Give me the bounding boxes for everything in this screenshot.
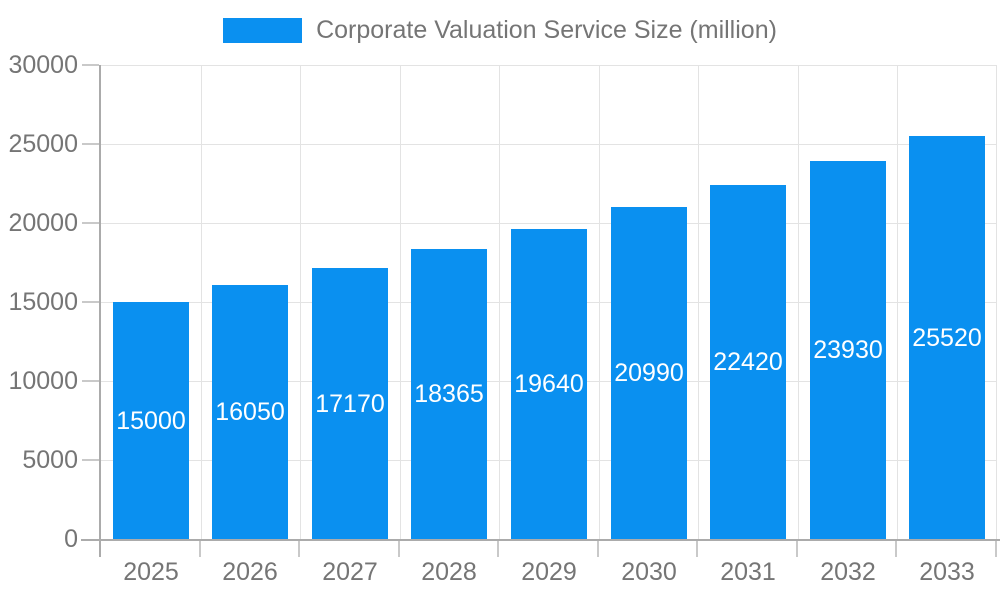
v-gridline [201, 65, 202, 539]
bar-2030[interactable]: 20990 [611, 207, 687, 539]
x-axis-tick [497, 541, 499, 557]
y-axis-tick [82, 459, 99, 461]
legend-label: Corporate Valuation Service Size (millio… [316, 16, 777, 44]
bar-2032[interactable]: 23930 [810, 161, 886, 539]
plot-area: 0 5000 10000 15000 20000 25000 30000 15000 2025 1… [8, 51, 1000, 586]
y-axis-label: 30000 [8, 51, 78, 79]
v-gridline [996, 65, 997, 539]
y-axis-line [99, 65, 101, 557]
x-axis-label-2029: 2029 [521, 558, 577, 586]
y-axis-tick [82, 222, 99, 224]
v-gridline [499, 65, 500, 539]
x-axis-label-2027: 2027 [322, 558, 378, 586]
x-axis-label-2033: 2033 [919, 558, 975, 586]
y-axis-label: 15000 [8, 288, 78, 316]
y-axis-tick [82, 301, 99, 303]
x-axis-tick [895, 541, 897, 557]
v-gridline [897, 65, 898, 539]
x-axis-tick [796, 541, 798, 557]
bar-value-label: 22420 [713, 348, 783, 376]
legend-color-swatch [223, 18, 303, 43]
bar-2025[interactable]: 15000 [113, 302, 189, 539]
v-gridline [698, 65, 699, 539]
bar-2027[interactable]: 17170 [312, 268, 388, 539]
x-axis-label-2032: 2032 [820, 558, 876, 586]
v-gridline [400, 65, 401, 539]
x-axis-tick [995, 541, 997, 557]
bar-2031[interactable]: 22420 [710, 185, 786, 539]
bar-2028[interactable]: 18365 [411, 249, 487, 539]
v-gridline [599, 65, 600, 539]
x-axis-tick [298, 541, 300, 557]
x-axis-tick [199, 541, 201, 557]
legend-item[interactable]: Corporate Valuation Service Size (millio… [0, 17, 1000, 44]
y-axis-tick [82, 380, 99, 382]
x-axis-line [81, 539, 1000, 541]
y-axis-tick [82, 64, 99, 66]
y-axis-label: 10000 [8, 367, 78, 395]
y-axis-label: 25000 [8, 130, 78, 158]
bar-value-label: 16050 [215, 398, 285, 426]
bar-value-label: 23930 [813, 336, 883, 364]
v-gridline [798, 65, 799, 539]
bar-2029[interactable]: 19640 [511, 229, 587, 539]
h-gridline [101, 144, 997, 145]
y-axis-label: 0 [64, 525, 78, 553]
bar-value-label: 20990 [614, 359, 684, 387]
v-gridline [300, 65, 301, 539]
x-axis-label-2026: 2026 [222, 558, 278, 586]
h-gridline [101, 223, 997, 224]
bar-value-label: 25520 [912, 323, 982, 352]
bar-value-label: 15000 [116, 406, 186, 435]
bar-value-label: 17170 [315, 389, 385, 418]
h-gridline [101, 65, 997, 66]
x-axis-label-2028: 2028 [421, 558, 477, 586]
x-axis-tick [597, 541, 599, 557]
y-axis-label: 5000 [22, 446, 78, 474]
bar-2026[interactable]: 16050 [212, 285, 288, 539]
bar-value-label: 19640 [514, 370, 584, 398]
x-axis-label-2025: 2025 [123, 558, 179, 586]
bar-2033[interactable]: 25520 [909, 136, 985, 539]
x-axis-label-2030: 2030 [621, 558, 677, 586]
x-axis-tick [696, 541, 698, 557]
x-axis-label-2031: 2031 [720, 558, 776, 586]
bar-value-label: 18365 [414, 380, 484, 408]
x-axis-tick [398, 541, 400, 557]
y-axis-tick [82, 143, 99, 145]
y-axis-label: 20000 [8, 209, 78, 237]
